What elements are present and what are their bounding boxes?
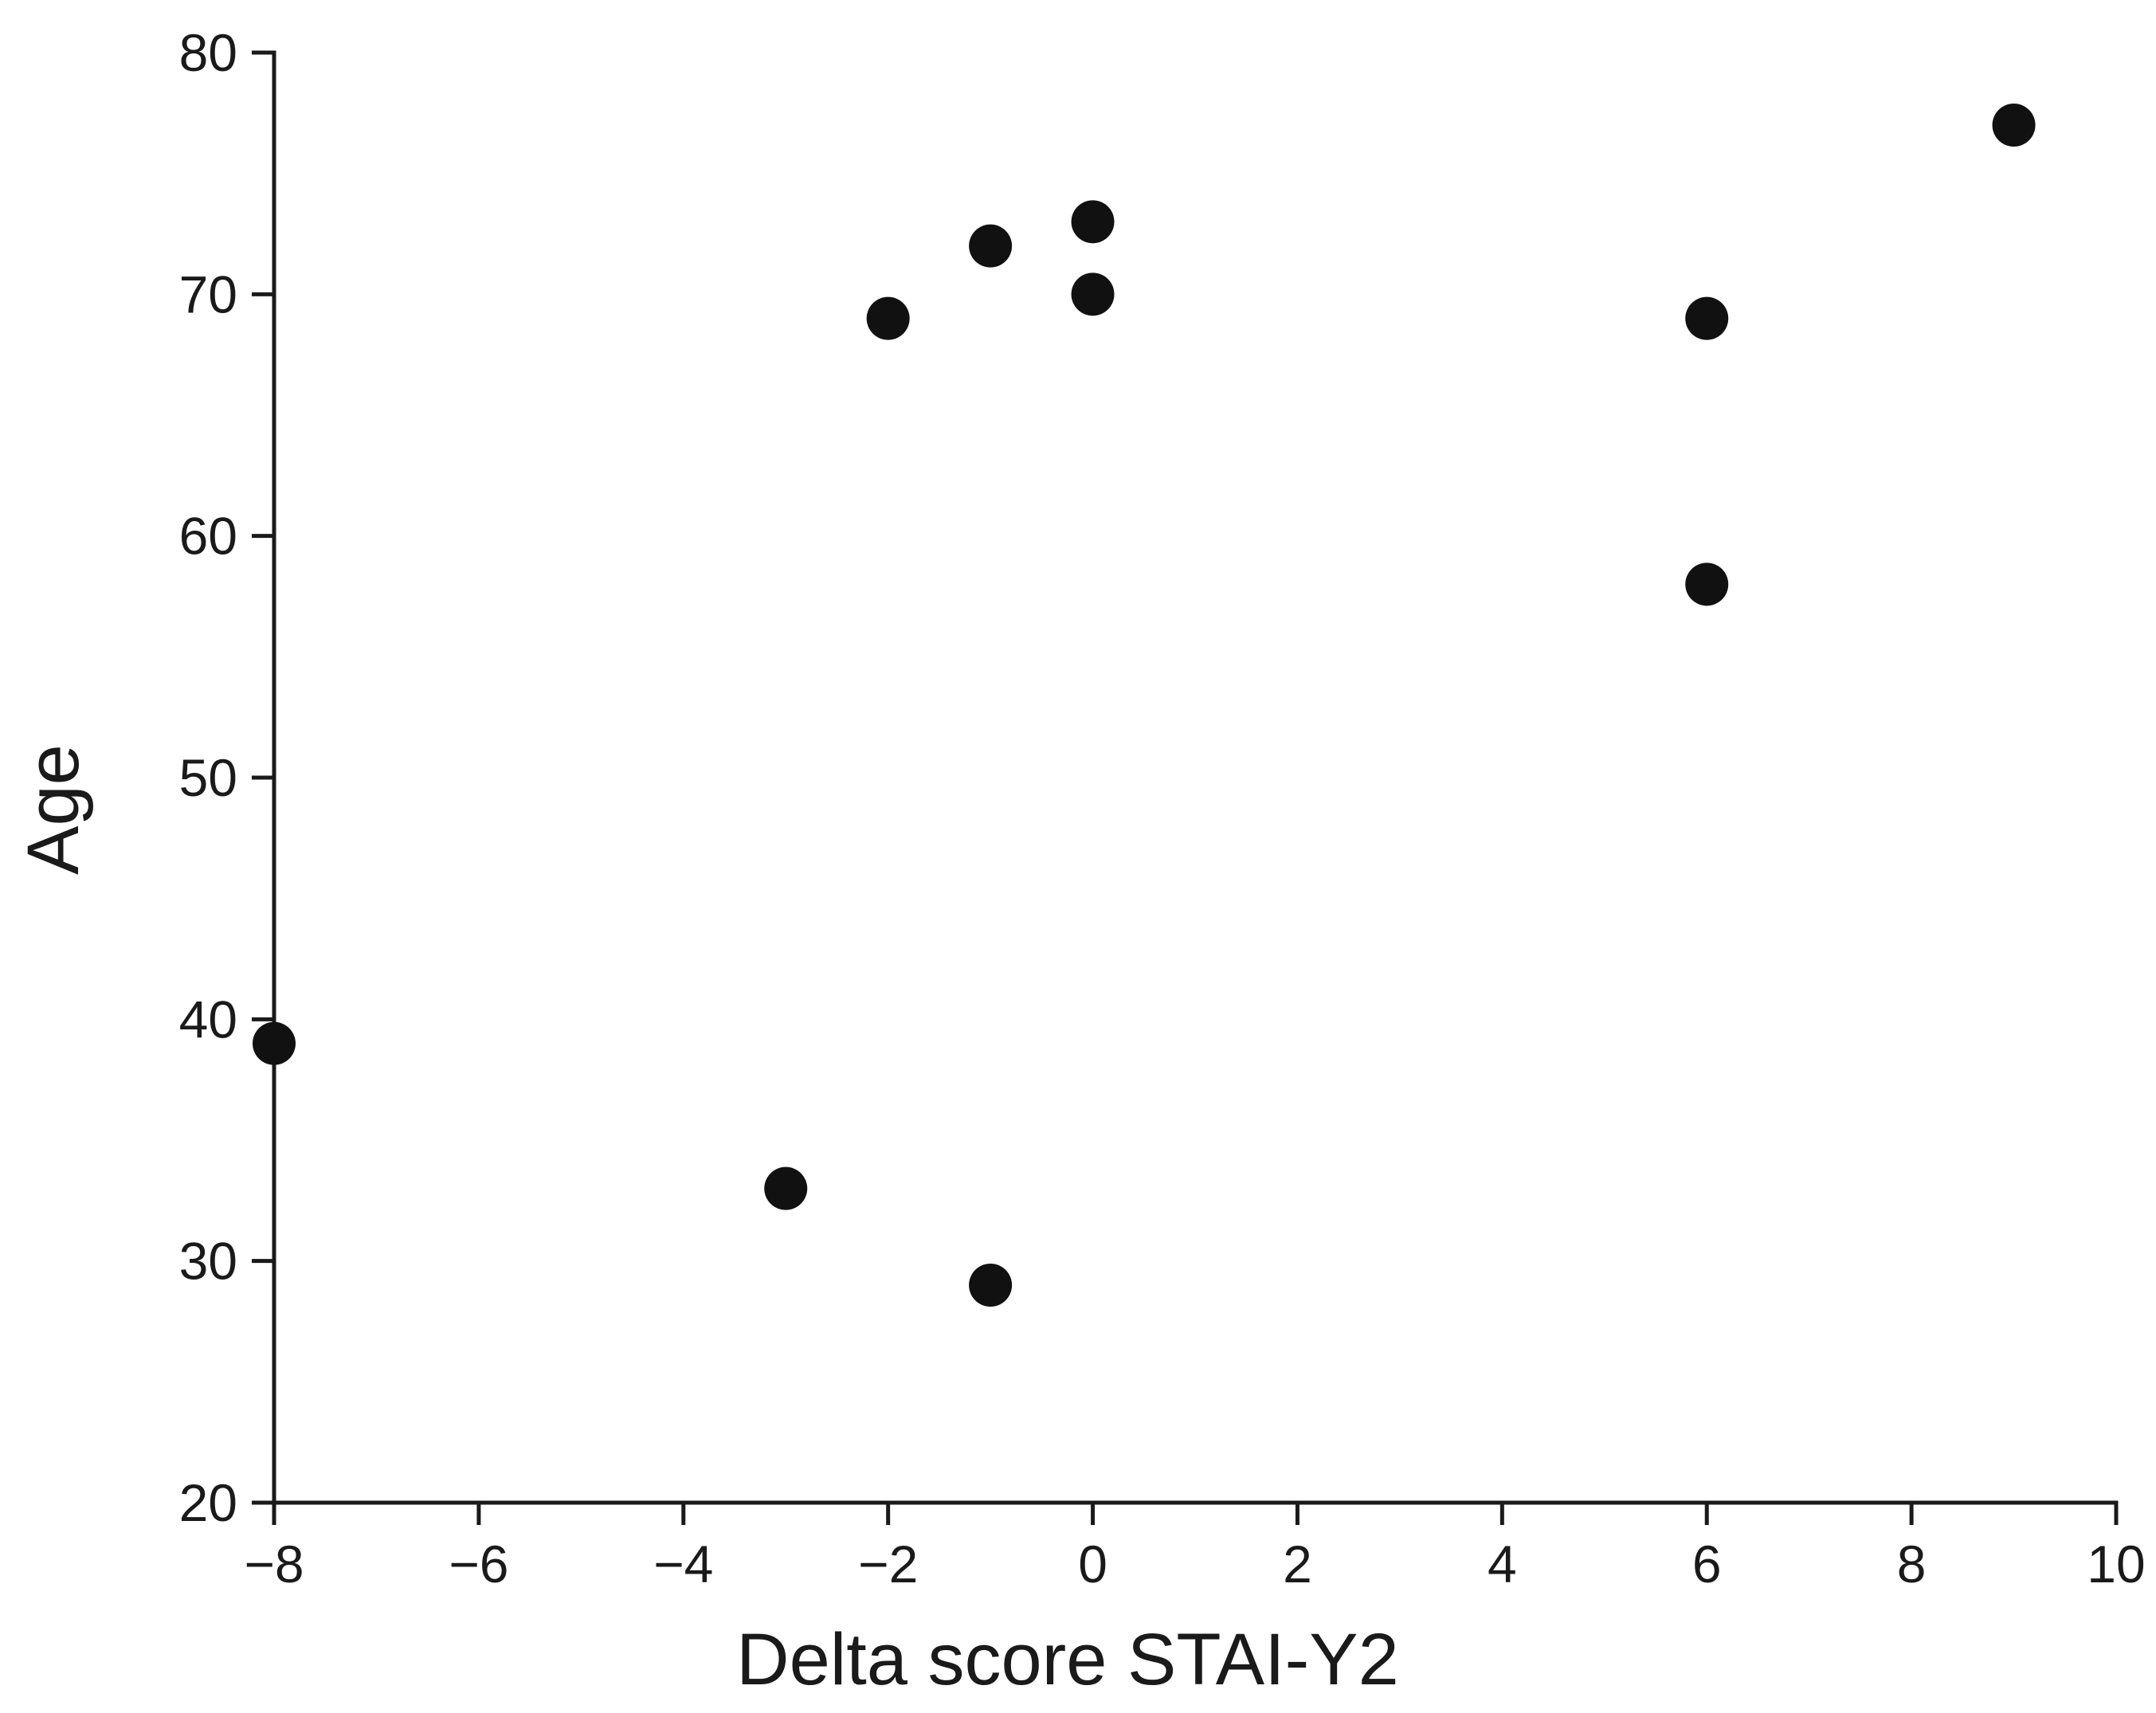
x-axis-title: Delta score STAI-Y2 xyxy=(736,1619,1399,1700)
y-tick-label: 30 xyxy=(179,1232,237,1291)
x-tick-label: 4 xyxy=(1488,1535,1517,1593)
data-point xyxy=(1685,296,1729,340)
data-point xyxy=(1685,563,1729,606)
x-tick-label: −6 xyxy=(449,1535,508,1593)
x-tick-label: 8 xyxy=(1897,1535,1927,1593)
x-tick-label: 2 xyxy=(1283,1535,1312,1593)
points-layer xyxy=(253,104,2036,1307)
ticks-layer: −8 −6 −4 −2 0 2 4 6 8 10 20 30 40 50 60 70 80 xyxy=(179,23,2146,1593)
y-tick-label: 50 xyxy=(179,748,237,807)
data-point xyxy=(866,296,910,340)
data-point xyxy=(969,1264,1013,1307)
data-point xyxy=(764,1166,808,1210)
data-point xyxy=(1071,200,1115,244)
x-tick-label: 6 xyxy=(1692,1535,1722,1593)
y-tick-label: 80 xyxy=(179,23,237,82)
data-point xyxy=(1992,104,2036,147)
data-point xyxy=(1071,272,1115,316)
x-tick-label: 0 xyxy=(1078,1535,1107,1593)
data-point xyxy=(253,1021,296,1065)
y-tick-label: 70 xyxy=(179,265,237,323)
x-tick-label: −4 xyxy=(653,1535,713,1593)
y-tick-label: 60 xyxy=(179,507,237,566)
x-tick-label: 10 xyxy=(2087,1535,2145,1593)
data-point xyxy=(969,224,1013,268)
x-tick-label: −8 xyxy=(244,1535,304,1593)
y-tick-label: 40 xyxy=(179,990,237,1049)
y-tick-label: 20 xyxy=(179,1473,237,1532)
y-axis-title: Age xyxy=(13,744,94,875)
x-tick-label: −2 xyxy=(858,1535,918,1593)
